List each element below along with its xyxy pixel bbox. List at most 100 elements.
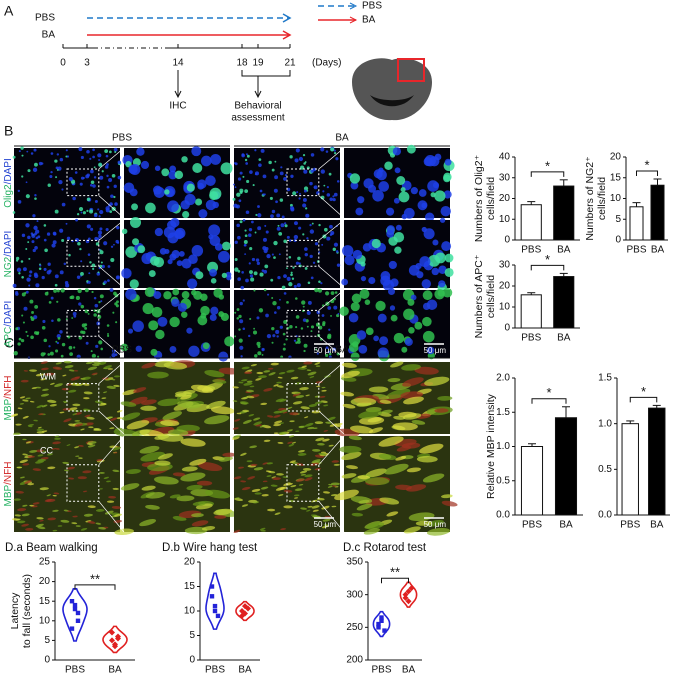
cell — [283, 274, 287, 279]
cell — [245, 278, 249, 283]
cell — [286, 187, 291, 192]
fiber — [322, 518, 331, 522]
fiber — [39, 487, 49, 491]
fiber — [21, 523, 29, 527]
roi-box — [397, 58, 425, 82]
cell — [22, 267, 27, 272]
fiber — [278, 494, 284, 497]
bracket — [241, 70, 291, 77]
fiber — [256, 371, 264, 375]
cell — [316, 352, 319, 355]
region-label: CC — [40, 445, 53, 455]
fiber — [91, 363, 100, 367]
cell — [151, 306, 163, 318]
cell — [61, 202, 66, 207]
cell — [65, 155, 68, 158]
cell — [298, 226, 302, 230]
cell — [288, 255, 292, 259]
cell — [29, 299, 34, 304]
cell — [271, 168, 275, 172]
cell — [252, 184, 255, 187]
cell — [111, 173, 116, 178]
fiber — [241, 366, 250, 370]
cell — [253, 289, 256, 292]
cell — [78, 335, 83, 340]
fiber — [386, 511, 399, 517]
cell — [43, 338, 48, 343]
fiber — [267, 508, 276, 512]
fiber — [54, 435, 60, 438]
cell — [34, 197, 37, 200]
cell — [425, 212, 435, 222]
fiber — [25, 397, 31, 400]
cell — [104, 165, 109, 169]
fiber — [283, 505, 293, 509]
cell — [296, 283, 301, 288]
cell — [295, 148, 300, 153]
cell — [132, 238, 140, 246]
zoom-box — [66, 383, 100, 412]
fiber — [273, 410, 282, 414]
fiber — [52, 494, 57, 497]
cell — [43, 238, 47, 242]
cell — [129, 216, 142, 229]
cell — [332, 195, 335, 198]
cell — [390, 278, 399, 287]
cell — [304, 267, 308, 270]
fiber — [232, 427, 239, 430]
cell — [377, 347, 389, 359]
cell — [46, 270, 51, 275]
fiber — [296, 478, 305, 482]
fiber — [283, 489, 293, 493]
cell — [25, 181, 28, 184]
fiber — [366, 522, 385, 530]
cell — [61, 342, 66, 347]
cell — [54, 274, 59, 279]
fiber — [322, 438, 330, 442]
zoom-line — [98, 435, 125, 466]
cell — [314, 287, 319, 293]
fiber — [345, 465, 359, 470]
cell — [80, 176, 85, 180]
cell — [54, 159, 58, 163]
fiber — [241, 397, 248, 400]
fiber — [25, 528, 34, 531]
fiber — [190, 384, 214, 393]
fiber — [172, 472, 186, 477]
cell — [274, 160, 277, 163]
x-tick-label: BA — [650, 520, 664, 531]
cell — [312, 261, 316, 264]
cell — [234, 311, 237, 314]
point — [212, 603, 218, 609]
cell — [355, 207, 364, 216]
point — [405, 588, 412, 595]
cell — [282, 347, 286, 351]
fiber — [126, 420, 150, 430]
zoom-line — [318, 147, 345, 170]
cell — [286, 267, 288, 270]
fiber — [260, 402, 268, 406]
cell — [169, 345, 177, 353]
cell — [236, 192, 241, 197]
cell — [33, 225, 38, 231]
fiber — [365, 468, 387, 478]
fiber — [289, 412, 299, 416]
cell — [245, 153, 248, 156]
cell — [246, 179, 250, 184]
point — [379, 618, 384, 623]
cell — [86, 173, 90, 177]
cell — [336, 352, 340, 356]
cell — [55, 176, 58, 179]
fiber — [398, 411, 417, 418]
cell — [78, 147, 83, 152]
fiber — [85, 361, 93, 365]
cell — [239, 188, 244, 193]
fiber — [294, 494, 300, 497]
cell — [107, 334, 110, 337]
cell — [300, 327, 304, 330]
cell — [335, 250, 339, 253]
cell — [318, 223, 321, 227]
cell — [263, 269, 268, 274]
fiber — [331, 485, 337, 487]
fiber — [93, 428, 100, 431]
